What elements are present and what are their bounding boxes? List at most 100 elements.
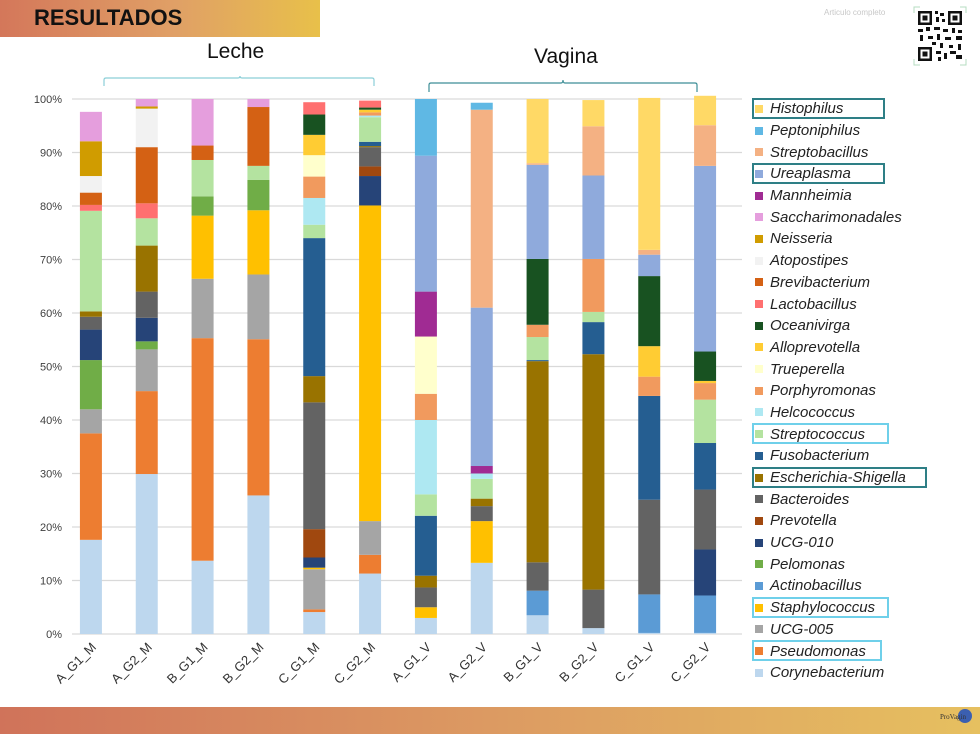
bar-segment-Pelomonas[interactable]	[191, 196, 214, 216]
bar-segment-Pseudomonas[interactable]	[303, 609, 326, 613]
bar-segment-Streptococcus[interactable]	[303, 224, 326, 239]
bar-segment-Histophilus[interactable]	[582, 100, 605, 127]
bar-segment-Bacteroides[interactable]	[638, 499, 661, 595]
bar-segment-Actinobacillus[interactable]	[694, 595, 717, 633]
bar-C_G1_M[interactable]	[303, 102, 326, 634]
bar-segment-Streptococcus[interactable]	[414, 494, 437, 516]
legend-item-Streptobacillus[interactable]: Streptobacillus	[752, 141, 972, 163]
bar-segment-Atopostipes[interactable]	[79, 176, 102, 193]
legend-item-UCG-005[interactable]: UCG-005	[752, 619, 972, 641]
bar-segment-Ureaplasma[interactable]	[414, 155, 437, 292]
bar-segment-Ureaplasma[interactable]	[694, 165, 717, 352]
bar-segment-Staphylococcus[interactable]	[303, 567, 326, 570]
bar-segment-Brevibacterium[interactable]	[135, 147, 158, 204]
bar-B_G1_M[interactable]	[191, 99, 214, 634]
legend-item-Mannheimia[interactable]: Mannheimia	[752, 185, 972, 207]
bar-segment-Alloprevotella[interactable]	[694, 380, 717, 384]
legend-item-Lactobacillus[interactable]: Lactobacillus	[752, 293, 972, 315]
bar-segment-Ureaplasma[interactable]	[638, 254, 661, 277]
legend-item-Escherichia-Shigella[interactable]: Escherichia-Shigella	[752, 466, 972, 489]
bar-segment-Fusobacterium[interactable]	[638, 395, 661, 500]
bar-segment-Pseudomonas[interactable]	[247, 339, 270, 496]
bar-segment-Lactobacillus[interactable]	[303, 102, 326, 115]
bar-segment-Lactobacillus[interactable]	[359, 100, 382, 108]
bar-segment-Pseudomonas[interactable]	[191, 338, 214, 561]
legend-item-Porphyromonas[interactable]: Porphyromonas	[752, 380, 972, 402]
bar-segment-Staphylococcus[interactable]	[414, 607, 437, 618]
bar-segment-Streptobacillus[interactable]	[582, 126, 605, 176]
bar-segment-Saccharimonadales[interactable]	[135, 99, 158, 107]
bar-A_G1_V[interactable]	[414, 99, 437, 634]
bar-segment-Oceanivirga[interactable]	[694, 351, 717, 381]
bar-segment-UCG-010[interactable]	[694, 549, 717, 596]
bar-segment-UCG-010[interactable]	[79, 329, 102, 361]
bar-segment-Corynebacterium[interactable]	[582, 628, 605, 634]
bar-segment-Corynebacterium[interactable]	[526, 615, 549, 634]
bar-segment-Porphyromonas[interactable]	[303, 176, 326, 198]
legend-item-Helcococcus[interactable]: Helcococcus	[752, 402, 972, 424]
bar-segment-Bacteroides[interactable]	[582, 589, 605, 629]
bar-segment-Bacteroides[interactable]	[414, 587, 437, 608]
bar-segment-UCG-010[interactable]	[359, 176, 382, 206]
bar-segment-Escherichia-Shigella[interactable]	[359, 146, 382, 148]
bar-segment-UCG-005[interactable]	[247, 274, 270, 340]
legend-item-Ureaplasma[interactable]: Ureaplasma	[752, 163, 972, 185]
bar-segment-Streptococcus[interactable]	[79, 210, 102, 312]
bar-segment-Escherichia-Shigella[interactable]	[582, 354, 605, 590]
bar-segment-UCG-005[interactable]	[135, 349, 158, 392]
bar-segment-Saccharimonadales[interactable]	[79, 111, 102, 142]
bar-segment-Escherichia-Shigella[interactable]	[470, 498, 493, 507]
legend-item-Fusobacterium[interactable]: Fusobacterium	[752, 445, 972, 467]
bar-segment-Bacteroides[interactable]	[79, 316, 102, 330]
bar-segment-Escherichia-Shigella[interactable]	[526, 361, 549, 563]
bar-segment-UCG-010[interactable]	[303, 557, 326, 568]
legend-item-Brevibacterium[interactable]: Brevibacterium	[752, 272, 972, 294]
bar-segment-Saccharimonadales[interactable]	[247, 99, 270, 108]
legend-item-Streptococcus[interactable]: Streptococcus	[752, 423, 972, 445]
bar-segment-Peptoniphilus[interactable]	[470, 102, 493, 110]
bar-segment-Atopostipes[interactable]	[135, 108, 158, 148]
bar-segment-Escherichia-Shigella[interactable]	[414, 575, 437, 588]
legend-item-Atopostipes[interactable]: Atopostipes	[752, 250, 972, 272]
bar-segment-Actinobacillus[interactable]	[638, 594, 661, 633]
legend-item-Peptoniphilus[interactable]: Peptoniphilus	[752, 120, 972, 142]
bar-segment-UCG-005[interactable]	[359, 521, 382, 555]
bar-segment-Porphyromonas[interactable]	[359, 112, 382, 116]
bar-A_G1_M[interactable]	[79, 111, 102, 634]
bar-segment-Bacteroides[interactable]	[526, 562, 549, 591]
bar-segment-Bacteroides[interactable]	[303, 402, 326, 530]
qr-code-icon[interactable]	[912, 5, 968, 67]
legend-item-Histophilus[interactable]: Histophilus	[752, 98, 972, 120]
bar-segment-Alloprevotella[interactable]	[359, 109, 382, 113]
bar-segment-Pseudomonas[interactable]	[135, 391, 158, 475]
bar-segment-Ureaplasma[interactable]	[526, 164, 549, 259]
bar-segment-Histophilus[interactable]	[638, 97, 661, 250]
bar-segment-Fusobacterium[interactable]	[582, 322, 605, 355]
bar-segment-Bacteroides[interactable]	[470, 506, 493, 522]
bar-segment-Histophilus[interactable]	[694, 95, 717, 126]
bar-segment-Porphyromonas[interactable]	[414, 393, 437, 420]
bar-segment-Fusobacterium[interactable]	[694, 443, 717, 490]
bar-segment-Streptococcus[interactable]	[526, 337, 549, 361]
legend-item-Saccharimonadales[interactable]: Saccharimonadales	[752, 206, 972, 228]
bar-segment-Corynebacterium[interactable]	[470, 562, 493, 634]
bar-segment-Brevibacterium[interactable]	[247, 107, 270, 166]
bar-segment-Pseudomonas[interactable]	[359, 554, 382, 574]
bar-segment-Streptobacillus[interactable]	[470, 109, 493, 308]
bar-segment-Corynebacterium[interactable]	[359, 573, 382, 634]
legend-item-Staphylococcus[interactable]: Staphylococcus	[752, 596, 972, 619]
bar-segment-Fusobacterium[interactable]	[414, 515, 437, 576]
bar-segment-Brevibacterium[interactable]	[191, 145, 214, 160]
bar-segment-Actinobacillus[interactable]	[526, 590, 549, 616]
bar-segment-Ureaplasma[interactable]	[582, 175, 605, 259]
bar-segment-Lactobacillus[interactable]	[135, 203, 158, 219]
bar-segment-Porphyromonas[interactable]	[582, 258, 605, 312]
bar-segment-Corynebacterium[interactable]	[414, 617, 437, 634]
bar-segment-Neisseria[interactable]	[135, 106, 158, 109]
bar-segment-Porphyromonas[interactable]	[694, 383, 717, 400]
bar-segment-Oceanivirga[interactable]	[359, 107, 382, 110]
legend-item-Pelomonas[interactable]: Pelomonas	[752, 553, 972, 575]
bar-segment-Helcococcus[interactable]	[359, 115, 382, 118]
bar-segment-Corynebacterium[interactable]	[79, 539, 102, 634]
bar-segment-Staphylococcus[interactable]	[191, 215, 214, 279]
